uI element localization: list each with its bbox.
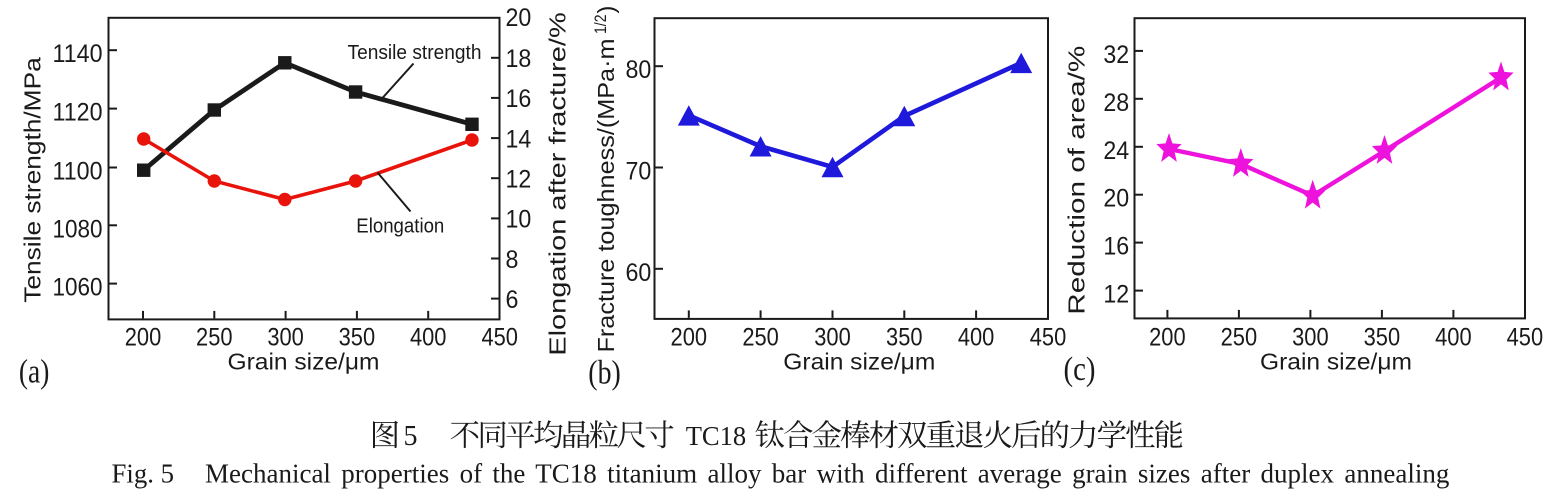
svg-text:Tensile strength/MPa: Tensile strength/MPa: [20, 56, 46, 303]
svg-text:Fracture toughness/(MPa·m: Fracture toughness/(MPa·m: [593, 39, 619, 353]
svg-text:12: 12: [1103, 281, 1129, 309]
svg-text:): ): [593, 6, 619, 14]
svg-text:1140: 1140: [53, 40, 103, 68]
svg-text:(b): (b): [588, 354, 621, 391]
svg-text:Grain size/μm: Grain size/μm: [1260, 348, 1412, 374]
svg-text:60: 60: [626, 259, 652, 287]
svg-text:Elongation: Elongation: [356, 216, 444, 238]
svg-text:5: 5: [404, 421, 418, 452]
svg-text:350: 350: [339, 323, 376, 351]
svg-text:10: 10: [506, 206, 532, 234]
svg-text:Fig. 5: Fig. 5: [112, 458, 175, 489]
svg-text:1/2: 1/2: [592, 15, 610, 35]
svg-text:24: 24: [1103, 137, 1129, 165]
svg-text:Tensile strength: Tensile strength: [348, 42, 482, 64]
svg-text:250: 250: [196, 323, 233, 351]
svg-text:400: 400: [958, 323, 995, 351]
svg-text:1100: 1100: [53, 158, 103, 186]
svg-text:250: 250: [742, 323, 779, 351]
svg-text:200: 200: [671, 323, 708, 351]
svg-text:1120: 1120: [53, 99, 103, 127]
svg-text:TC18: TC18: [686, 421, 747, 451]
svg-text:200: 200: [1149, 323, 1186, 351]
svg-text:16: 16: [1103, 233, 1129, 261]
svg-text:350: 350: [886, 323, 923, 351]
svg-text:12: 12: [506, 166, 532, 194]
svg-text:300: 300: [814, 323, 851, 351]
svg-text:32: 32: [1103, 41, 1129, 69]
svg-text:400: 400: [1435, 323, 1472, 351]
svg-text:Elongation after fracture/%: Elongation after fracture/%: [545, 12, 571, 356]
svg-text:80: 80: [626, 56, 652, 84]
svg-text:14: 14: [506, 125, 532, 153]
svg-text:Grain size/μm: Grain size/μm: [783, 348, 935, 374]
svg-text:450: 450: [481, 323, 518, 351]
svg-text:6: 6: [506, 286, 519, 314]
svg-text:Reduction of area/%: Reduction of area/%: [1064, 46, 1090, 315]
svg-text:250: 250: [1221, 323, 1258, 351]
svg-text:20: 20: [1103, 185, 1129, 213]
svg-text:200: 200: [125, 323, 162, 351]
svg-text:18: 18: [506, 45, 532, 73]
svg-text:70: 70: [626, 158, 652, 186]
svg-text:450: 450: [1030, 323, 1067, 351]
svg-text:400: 400: [410, 323, 447, 351]
svg-text:Grain size/μm: Grain size/μm: [228, 348, 380, 374]
svg-text:300: 300: [1292, 323, 1329, 351]
svg-text:1060: 1060: [53, 274, 103, 302]
svg-text:8: 8: [506, 246, 519, 274]
svg-text:350: 350: [1364, 323, 1401, 351]
svg-text:300: 300: [267, 323, 304, 351]
svg-text:450: 450: [1507, 323, 1544, 351]
svg-text:16: 16: [506, 85, 532, 113]
svg-text:20: 20: [506, 4, 532, 32]
svg-text:28: 28: [1103, 89, 1129, 117]
svg-text:(a): (a): [19, 353, 50, 390]
svg-text:1080: 1080: [53, 215, 103, 243]
svg-text:Mechanical properties of the T: Mechanical properties of the TC18 titani…: [205, 459, 1449, 489]
svg-text:(c): (c): [1064, 351, 1096, 388]
